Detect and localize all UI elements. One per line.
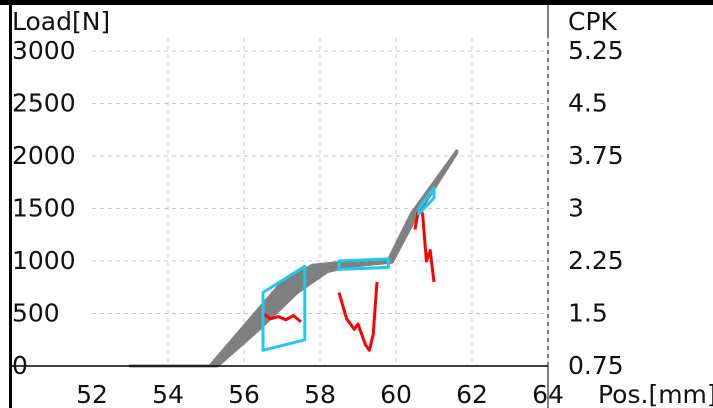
x-tick-label: 64 <box>532 380 564 408</box>
y2-tick-label: 5.25 <box>568 36 624 65</box>
y-tick-label: 2000 <box>12 141 76 170</box>
y-tick-label: 3000 <box>12 36 76 65</box>
y2-tick-label: 1.5 <box>568 299 608 328</box>
measured-curve <box>337 281 379 352</box>
envelope-layer <box>128 149 459 368</box>
reference-envelope <box>128 149 459 368</box>
y2-tick-label: 2.25 <box>568 246 624 275</box>
measured-curve <box>262 312 302 324</box>
y-tick-label: 0 <box>12 351 28 380</box>
y2-axis-title: CPK <box>568 7 618 36</box>
x-axis-title: Pos.[mm] <box>598 380 713 408</box>
tolerance-window <box>337 257 390 271</box>
x-tick-label: 52 <box>76 380 108 408</box>
y2-tick-layer: 0.75 1.5 2.25 3 3.75 4.5 5.25 <box>568 36 624 380</box>
y2-tick-label: 4.5 <box>568 89 608 118</box>
y-tick-label: 1500 <box>12 194 76 223</box>
grid-layer <box>92 38 549 366</box>
x-tick-label: 56 <box>228 380 260 408</box>
y-tick-layer: 0 500 1000 1500 2000 2500 3000 <box>12 36 76 380</box>
window-layer <box>261 186 436 352</box>
x-tick-label: 60 <box>380 380 412 408</box>
y2-tick-label: 3.75 <box>568 141 624 170</box>
y2-tick-label: 3 <box>568 194 584 223</box>
y-tick-label: 500 <box>12 299 60 328</box>
x-tick-label: 62 <box>456 380 488 408</box>
y-tick-label: 2500 <box>12 89 76 118</box>
y-axis-title: Load[N] <box>12 7 110 36</box>
y2-tick-label: 0.75 <box>568 351 624 380</box>
tolerance-window <box>261 264 307 352</box>
x-tick-label: 58 <box>304 380 336 408</box>
x-tick-label: 54 <box>152 380 184 408</box>
tolerance-window <box>417 186 436 216</box>
y-tick-label: 1000 <box>12 246 76 275</box>
x-tick-layer: 52 54 56 58 60 62 64 <box>76 380 564 408</box>
